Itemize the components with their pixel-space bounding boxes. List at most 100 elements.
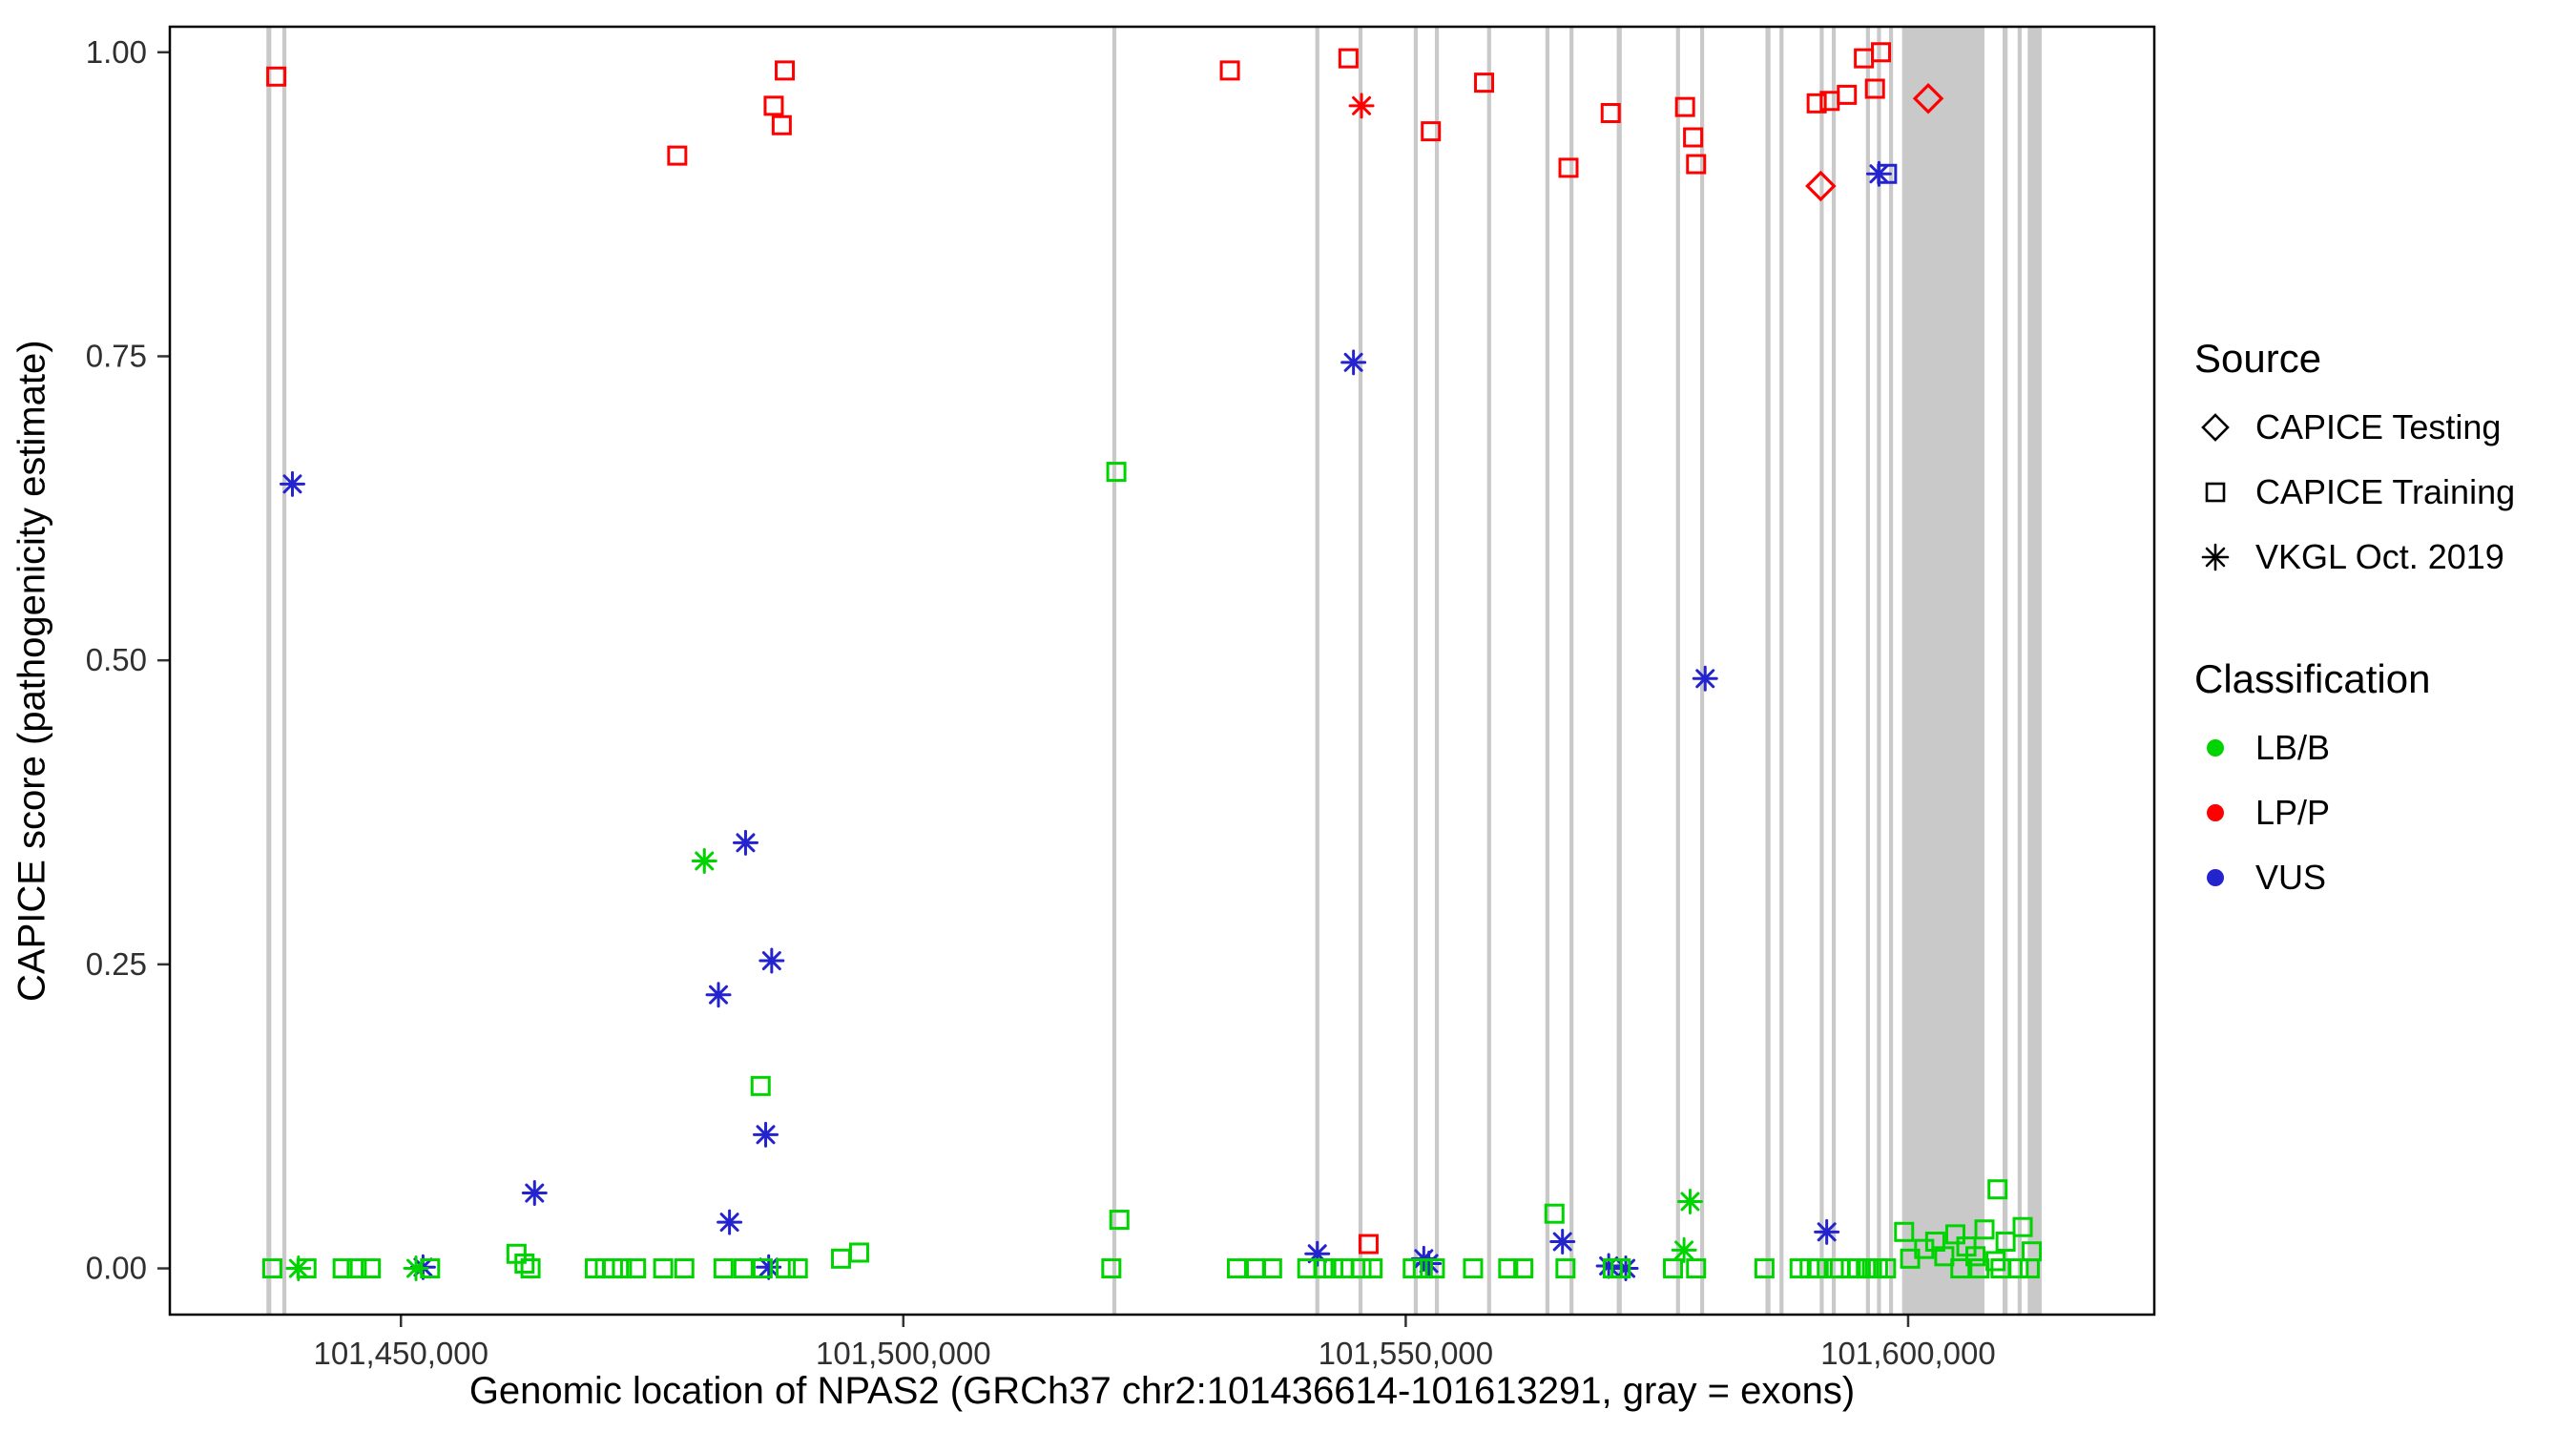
exon-region	[1877, 27, 1881, 1315]
legend-item-capice-testing: CAPICE Testing	[2194, 406, 2557, 448]
data-point-square	[848, 1242, 869, 1263]
data-point-square	[1338, 48, 1359, 69]
data-point-square	[1219, 60, 1240, 81]
data-point-square	[1555, 1258, 1576, 1279]
data-point-square	[1226, 1258, 1247, 1279]
data-point-asterisk	[521, 1180, 548, 1207]
data-point-square	[346, 1258, 367, 1279]
data-point-square	[1674, 96, 1695, 117]
data-point-square	[2008, 1258, 2029, 1279]
diamond-icon	[2201, 413, 2230, 442]
legend-source-title: Source	[2194, 336, 2322, 381]
data-point-square	[1871, 42, 1892, 63]
data-point-square	[1995, 1232, 2016, 1253]
data-point-square	[1544, 1203, 1565, 1224]
data-point-square	[653, 1258, 674, 1279]
data-point-asterisk	[1348, 93, 1375, 119]
data-point-square	[1985, 1251, 2006, 1272]
legend-label: VUS	[2255, 858, 2327, 897]
legend-item-vkgl: VKGL Oct. 2019	[2194, 536, 2557, 578]
legend-spacer	[2194, 601, 2557, 656]
data-point-square	[361, 1258, 382, 1279]
data-point-square	[1663, 1258, 1684, 1279]
data-point-square	[1837, 84, 1858, 105]
data-point-square	[1558, 157, 1579, 178]
data-point-square	[420, 1258, 441, 1279]
legend-item-vus: VUS	[2194, 857, 2557, 899]
exon-region	[1569, 27, 1574, 1315]
data-point-square	[1876, 1258, 1897, 1279]
data-point-square	[750, 1075, 771, 1096]
data-point-diamond	[1912, 82, 1944, 114]
legend-label: VKGL Oct. 2019	[2255, 537, 2504, 576]
legend-label: CAPICE Training	[2255, 472, 2516, 511]
exon-region	[2002, 27, 2008, 1315]
exon-region	[1675, 27, 1680, 1315]
legend-classification-title: Classification	[2194, 656, 2431, 701]
data-point-asterisk	[1549, 1229, 1576, 1255]
data-point-square	[626, 1258, 647, 1279]
data-point-asterisk	[717, 1209, 743, 1235]
y-tick-label: 1.00	[86, 34, 147, 70]
exon-region	[281, 27, 287, 1315]
data-point-square	[1686, 154, 1707, 175]
red-dot-icon	[2207, 804, 2224, 821]
exon-region	[1888, 27, 1894, 1315]
exon-region	[1865, 27, 1870, 1315]
exon-region	[2017, 27, 2022, 1315]
exon-region	[1358, 27, 1363, 1315]
data-point-square	[1498, 1258, 1519, 1279]
legend-item-capice-training: CAPICE Training	[2194, 471, 2557, 513]
data-point-square	[1297, 1258, 1318, 1279]
data-point-square	[520, 1258, 541, 1279]
data-point-square	[1474, 73, 1495, 93]
data-point-square	[674, 1258, 695, 1279]
data-point-asterisk	[758, 947, 785, 974]
x-axis-title: Genomic location of NPAS2 (GRCh37 chr2:1…	[468, 1370, 1856, 1412]
data-point-asterisk	[403, 1255, 429, 1282]
exon-region	[1315, 27, 1319, 1315]
legend-label: LB/B	[2255, 728, 2331, 767]
exon-region	[1616, 27, 1622, 1315]
data-point-square	[584, 1258, 605, 1279]
y-axis-title: CAPICE score (pathogenicity estimate)	[10, 340, 53, 1002]
x-tick-label: 101,500,000	[816, 1336, 991, 1371]
data-point-square	[2012, 1216, 2033, 1237]
data-point-asterisk	[1676, 1188, 1703, 1214]
exon-region	[1765, 27, 1771, 1315]
data-point-square	[1864, 78, 1885, 99]
data-point-square	[667, 145, 688, 166]
data-point-square	[332, 1258, 353, 1279]
data-point-square	[1513, 1258, 1534, 1279]
data-point-square	[713, 1258, 734, 1279]
data-point-square	[763, 95, 784, 116]
x-tick-label: 101,550,000	[1319, 1336, 1494, 1371]
data-point-square	[831, 1248, 852, 1269]
data-point-square	[1686, 1258, 1707, 1279]
data-point-asterisk	[732, 829, 758, 856]
data-point-square	[1351, 1258, 1372, 1279]
data-point-square	[1245, 1258, 1266, 1279]
data-point-square	[787, 1258, 808, 1279]
panel-border	[168, 25, 2156, 1317]
data-point-square	[1109, 1210, 1130, 1231]
data-point-square	[1974, 1219, 1995, 1240]
data-point-square	[733, 1258, 754, 1279]
data-point-square	[1610, 1258, 1631, 1279]
data-point-square	[1313, 1258, 1334, 1279]
data-point-square	[1806, 93, 1827, 114]
data-point-square	[771, 114, 792, 135]
plot-canvas: 101,450,000 101,500,000 101,550,000 101,600…	[86, 25, 2156, 1371]
data-point-square	[1421, 121, 1442, 142]
data-point-square	[1965, 1246, 1986, 1267]
data-point-square	[1261, 1258, 1282, 1279]
data-point-asterisk	[1671, 1236, 1697, 1263]
data-point-square	[2022, 1241, 2043, 1262]
data-point-square	[1323, 1258, 1344, 1279]
data-point-square	[296, 1258, 317, 1279]
y-tick-label: 0.25	[86, 946, 147, 982]
data-point-square	[1808, 1258, 1829, 1279]
data-point-asterisk	[1814, 1218, 1840, 1245]
data-point-square	[1600, 103, 1621, 124]
data-point-diamond	[1805, 170, 1837, 202]
